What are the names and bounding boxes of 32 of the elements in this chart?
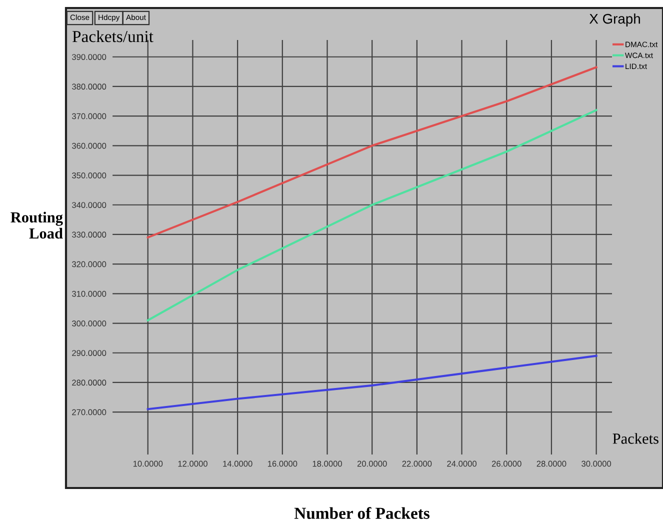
y-tick-label: 280.0000 xyxy=(72,380,106,386)
line-series xyxy=(146,66,598,238)
y-tick-label: 370.0000 xyxy=(72,113,106,120)
line-series xyxy=(146,354,598,410)
line-series xyxy=(146,109,598,322)
x-tick-label: 14.0000 xyxy=(223,460,252,467)
y-tick-label: 270.0000 xyxy=(72,409,106,416)
y-tick-label: 310.0000 xyxy=(72,290,106,297)
y-tick-label: 340.0000 xyxy=(72,202,106,208)
x-tick-label: 12.0000 xyxy=(178,460,208,467)
y-tick-label: 330.0000 xyxy=(72,232,106,238)
y-tick-label: 380.0000 xyxy=(72,84,106,90)
y-tick-label: 320.0000 xyxy=(72,261,106,268)
x-tick-label: 30.0000 xyxy=(582,460,612,467)
x-tick-label: 20.0000 xyxy=(357,460,387,467)
y-tick-label: 350.0000 xyxy=(72,172,106,178)
text: Packets xyxy=(612,433,658,444)
x-tick-label: 16.0000 xyxy=(268,460,298,467)
x-tick-label: 18.0000 xyxy=(312,460,342,467)
x-tick-label: 22.0000 xyxy=(402,460,432,467)
x-tick-label: 24.0000 xyxy=(447,460,477,467)
y-tick-label: 390.0000 xyxy=(72,54,106,60)
x-tick-label: 28.0000 xyxy=(536,460,566,467)
x-tick-label: 26.0000 xyxy=(492,460,522,467)
x-tick-label: 10.0000 xyxy=(133,460,163,467)
y-tick-label: 360.0000 xyxy=(72,142,106,149)
chart-title: X Graph xyxy=(589,14,640,26)
y-axis-title: Routing Load xyxy=(10,212,63,239)
annotation: Packets/unit xyxy=(72,30,154,42)
x-axis-title: Number of Packets xyxy=(294,507,430,519)
y-tick-label: 290.0000 xyxy=(72,350,106,356)
y-tick-label: 300.0000 xyxy=(72,320,106,326)
